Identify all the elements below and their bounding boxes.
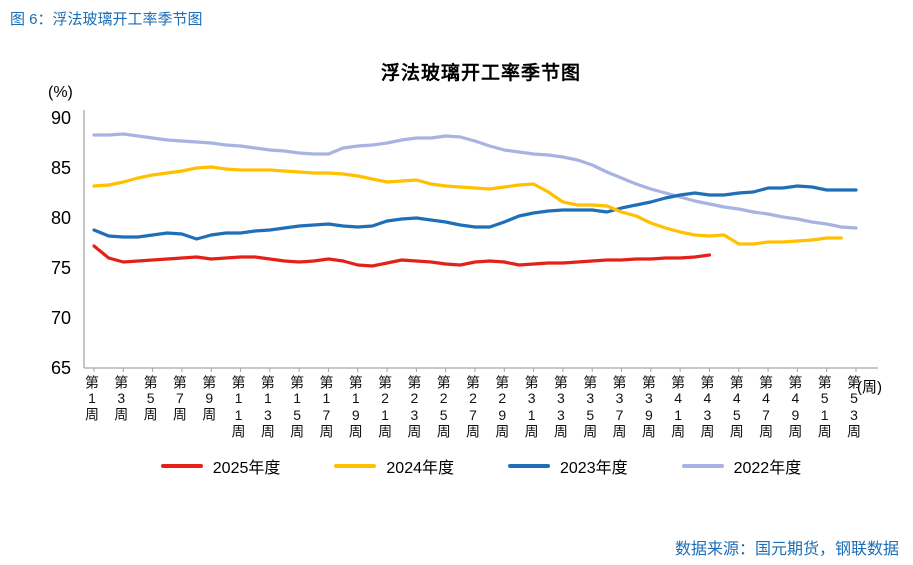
y-axis-tick-label: 70 (51, 308, 71, 328)
chart-title: 浮法玻璃开工率季节图 (380, 63, 581, 84)
legend-item-2025: 2025年度 (160, 454, 281, 478)
legend-item-2023: 2023年度 (508, 454, 628, 478)
legend-swatch (508, 464, 550, 468)
legend-label: 2023年度 (560, 460, 628, 477)
y-axis-tick-label: 75 (51, 258, 71, 278)
legend-swatch (160, 464, 203, 468)
y-axis-tick-label: 85 (51, 158, 71, 178)
y-axis-tick-label: 80 (51, 208, 71, 228)
figure-caption: 图 6：浮法玻璃开工率季节图 (10, 11, 203, 28)
legend-item-2022: 2022年度 (681, 454, 802, 478)
legend-label: 2025年度 (212, 460, 281, 477)
y-axis-unit-label: (%) (48, 84, 73, 101)
series-line-2022年度 (92, 132, 858, 230)
series-line-2023年度 (92, 184, 858, 241)
legend-label: 2022年度 (733, 460, 802, 477)
y-axis-tick-label: 90 (51, 108, 71, 128)
x-axis-unit-label: (周) (857, 379, 882, 396)
y-axis-tick-label: 65 (51, 358, 71, 378)
legend-swatch (681, 464, 724, 468)
chart-canvas: 90 85 80 75 70 65 (51, 108, 878, 378)
data-source-note: 数据来源：国元期货，钢联数据 (674, 541, 899, 558)
series-line-2025年度 (92, 244, 712, 268)
legend-item-2024: 2024年度 (334, 454, 454, 478)
chart-legend: 2025年度 2024年度 2023年度 2022年度 (84, 454, 878, 478)
legend-label: 2024年度 (386, 460, 454, 477)
series-line-2024年度 (92, 165, 843, 246)
legend-swatch (334, 464, 377, 468)
